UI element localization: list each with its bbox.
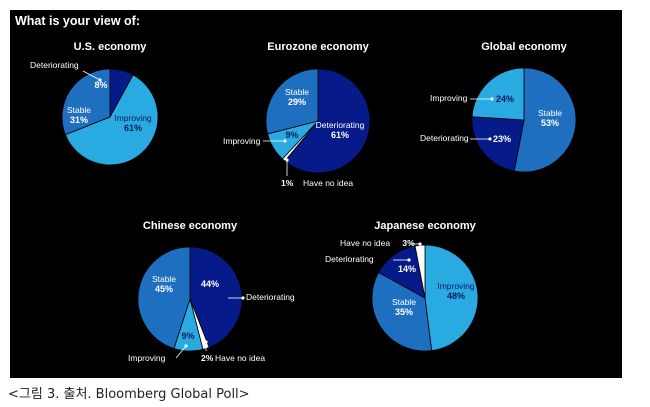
outside-label-japanese-economy-deteriorating: Deteriorating	[325, 254, 374, 264]
outside-value-chinese-economy-have-no-idea: 2%	[201, 353, 214, 363]
slice-value-eurozone-economy-improving: 9%	[285, 130, 298, 140]
pie-charts: U.S. economy8%Improving61%Stable31%Deter…	[30, 41, 577, 363]
outside-label-global-economy-deteriorating: Deteriorating	[420, 133, 469, 143]
slice-global-economy-deteriorating	[471, 116, 525, 172]
slice-value-eurozone-economy-stable: 29%	[288, 97, 306, 107]
slice-global-economy-improving	[471, 67, 525, 121]
slice-label-chinese-economy-stable: Stable	[152, 274, 176, 284]
slice-label-japanese-economy-stable: Stable	[392, 297, 416, 307]
slice-value-global-economy-improving: 24%	[496, 94, 514, 104]
leader-u-s-economy-deteriorating	[82, 70, 101, 81]
slice-u-s-economy-stable	[61, 68, 111, 136]
slice-global-economy-stable	[513, 67, 577, 173]
slice-label-japanese-economy-improving: Improving	[437, 281, 475, 291]
slice-value-japanese-economy-stable: 35%	[395, 307, 413, 317]
slice-value-u-s-economy-stable: 31%	[70, 115, 88, 125]
figure-heading: What is your view of:	[15, 14, 141, 28]
slice-japanese-economy-stable	[371, 271, 433, 352]
slice-label-eurozone-economy-stable: Stable	[285, 87, 309, 97]
leader-dot-japanese-economy-have-no-idea	[418, 242, 422, 246]
slice-value-japanese-economy-improving: 48%	[447, 291, 465, 301]
slice-eurozone-economy-deteriorating	[284, 68, 371, 174]
outside-label-japanese-economy-have-no-idea: Have no idea	[340, 238, 390, 248]
outside-label-eurozone-economy-improving: Improving	[223, 136, 261, 146]
leader-chinese-economy-improving	[175, 345, 187, 359]
slice-value-global-economy-deteriorating: 23%	[493, 134, 511, 144]
leader-dot-eurozone-economy-have-no-idea	[285, 158, 289, 162]
slice-value-chinese-economy-deteriorating: 44%	[201, 279, 219, 289]
slice-chinese-economy-deteriorating	[189, 246, 243, 348]
leader-dot-chinese-economy-have-no-idea	[204, 340, 208, 344]
chart-title-u-s-economy: U.S. economy	[74, 41, 148, 53]
leader-dot-global-economy-improving	[490, 97, 494, 101]
slice-value-chinese-economy-stable: 45%	[155, 284, 173, 294]
leader-dot-eurozone-economy-improving	[283, 139, 287, 143]
chart-title-eurozone-economy: Eurozone economy	[267, 41, 369, 53]
slice-japanese-economy-improving	[424, 244, 479, 352]
slice-value-eurozone-economy-deteriorating: 61%	[331, 130, 349, 140]
leader-dot-global-economy-deteriorating	[488, 137, 492, 141]
slice-value-u-s-economy-deteriorating: 8%	[94, 80, 107, 90]
slice-value-global-economy-stable: 53%	[541, 118, 559, 128]
leader-dot-chinese-economy-improving	[184, 344, 188, 348]
slice-label-u-s-economy-improving: Improving	[114, 113, 152, 123]
slice-u-s-economy-improving	[64, 74, 159, 166]
slice-value-japanese-economy-deteriorating: 14%	[398, 264, 416, 274]
outside-label-global-economy-improving: Improving	[430, 93, 468, 103]
leader-dot-japanese-economy-deteriorating	[407, 258, 411, 262]
slice-chinese-economy-stable	[137, 246, 191, 349]
slice-value-u-s-economy-improving: 61%	[124, 123, 142, 133]
slice-value-chinese-economy-improving: 9%	[181, 331, 194, 341]
slice-label-u-s-economy-stable: Stable	[67, 105, 91, 115]
leader-dot-u-s-economy-deteriorating	[98, 78, 102, 82]
slice-label-eurozone-economy-deteriorating: Deteriorating	[316, 120, 365, 130]
chart-title-japanese-economy: Japanese economy	[374, 220, 476, 232]
chart-title-chinese-economy: Chinese economy	[143, 220, 238, 232]
outside-label-chinese-economy-deteriorating: Deteriorating	[246, 292, 295, 302]
outside-value-eurozone-economy-have-no-idea: 1%	[281, 178, 294, 188]
outside-label-chinese-economy-improving: Improving	[128, 353, 166, 363]
outside-label-chinese-economy-have-no-idea: Have no idea	[215, 353, 265, 363]
leader-dot-chinese-economy-deteriorating	[241, 296, 245, 300]
slice-label-global-economy-stable: Stable	[538, 108, 562, 118]
figure-caption: <그림 3. 출처. Bloomberg Global Poll>	[8, 387, 250, 402]
slice-eurozone-economy-stable	[265, 68, 319, 135]
outside-label-u-s-economy-deteriorating: Deteriorating	[30, 60, 79, 70]
outside-value-japanese-economy-have-no-idea: 3%	[402, 238, 415, 248]
chart-title-global-economy: Global economy	[481, 41, 567, 53]
outside-label-eurozone-economy-have-no-idea: Have no idea	[303, 178, 353, 188]
